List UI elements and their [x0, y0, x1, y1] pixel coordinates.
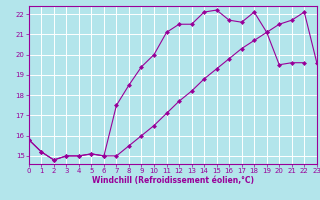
X-axis label: Windchill (Refroidissement éolien,°C): Windchill (Refroidissement éolien,°C) [92, 176, 254, 185]
